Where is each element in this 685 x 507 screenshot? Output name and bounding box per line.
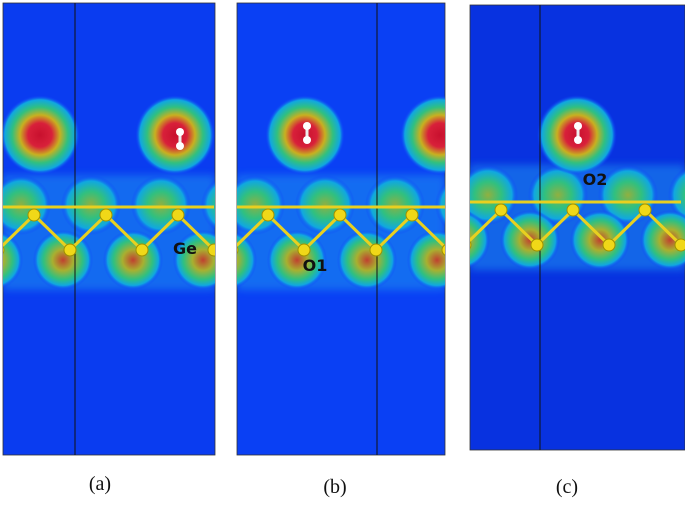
- blob: [400, 95, 445, 175]
- hydrogen: [176, 142, 184, 150]
- atom-sphere: [297, 243, 311, 257]
- atom-sphere: [530, 238, 544, 252]
- blob: [640, 210, 685, 270]
- hydrogen: [176, 128, 184, 136]
- atom-sphere: [207, 243, 215, 257]
- blob: [3, 231, 23, 289]
- blob: [131, 175, 191, 235]
- atom-sphere: [602, 238, 616, 252]
- atom-sphere: [63, 243, 77, 257]
- atom-sphere: [674, 238, 685, 252]
- blob: [295, 175, 355, 235]
- atom-sphere: [99, 208, 113, 222]
- blob: [3, 95, 80, 175]
- elf-map: [237, 3, 445, 455]
- hydrogen: [303, 122, 311, 130]
- blob: [365, 175, 425, 235]
- atom-sphere: [470, 240, 472, 250]
- blob: [435, 182, 445, 228]
- blob: [237, 231, 257, 289]
- atom-label: O2: [583, 170, 608, 189]
- atom-sphere: [441, 244, 445, 256]
- atom-sphere: [237, 245, 239, 255]
- blob: [265, 95, 345, 175]
- blob: [570, 210, 630, 270]
- atom-sphere: [3, 245, 5, 255]
- panel-label: (b): [323, 476, 346, 498]
- blob: [33, 230, 93, 290]
- hydrogen: [303, 136, 311, 144]
- elf-map: [470, 5, 685, 450]
- atom-sphere: [333, 208, 347, 222]
- elf-map: [3, 3, 215, 455]
- blob: [135, 95, 215, 175]
- blob: [407, 230, 445, 290]
- atom-sphere: [27, 208, 41, 222]
- blob: [668, 167, 685, 223]
- atom-sphere: [566, 203, 580, 217]
- atom-sphere: [135, 243, 149, 257]
- blob: [267, 230, 327, 290]
- hydrogen: [574, 122, 582, 130]
- hydrogen: [574, 136, 582, 144]
- blob: [61, 175, 121, 235]
- panel-label: (c): [556, 476, 578, 498]
- atom-label: Ge: [173, 239, 197, 258]
- blob: [201, 179, 215, 231]
- panel-label: (a): [89, 473, 111, 495]
- atom-label: O1: [303, 256, 328, 275]
- atom-sphere: [494, 203, 508, 217]
- atom-sphere: [405, 208, 419, 222]
- atom-sphere: [369, 243, 383, 257]
- atom-sphere: [638, 203, 652, 217]
- blob: [173, 230, 215, 290]
- atom-sphere: [261, 208, 275, 222]
- atom-sphere: [171, 208, 185, 222]
